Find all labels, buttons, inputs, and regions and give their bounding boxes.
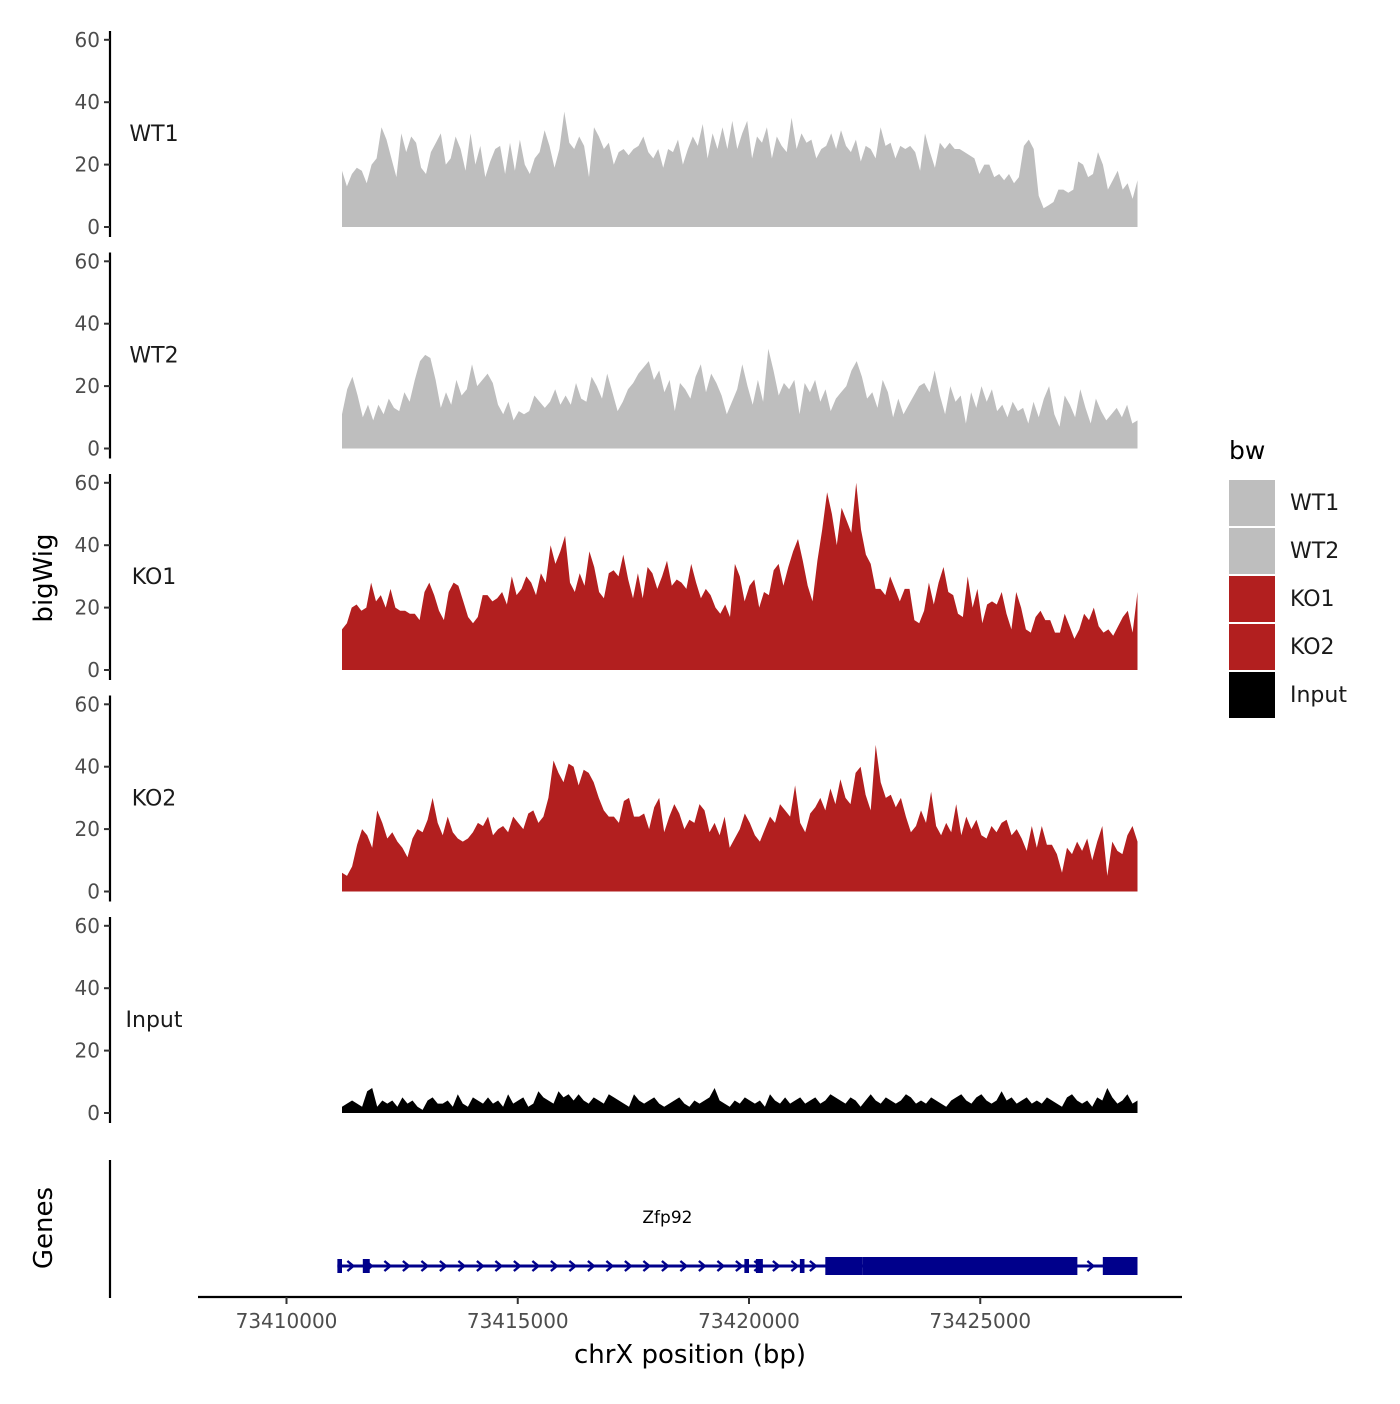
y-tick-label: 0 — [87, 437, 100, 461]
strand-arrow-icon — [346, 1260, 356, 1272]
y-tick-label: 40 — [75, 755, 100, 779]
y-tick-label: 20 — [75, 153, 100, 177]
genes-layer: Zfp92 — [108, 1160, 1138, 1298]
y-tick-label: 40 — [75, 533, 100, 557]
gene-exon — [362, 1259, 370, 1273]
y-tick-label: 40 — [75, 312, 100, 336]
x-axis-label: chrX position (bp) — [574, 1340, 806, 1370]
gene-exon — [825, 1257, 863, 1275]
x-tick-label: 73420000 — [698, 1309, 800, 1333]
track-wt2: 0 20 40 60 WT2 — [75, 249, 1138, 461]
gene-zfp92: Zfp92 — [337, 1208, 1138, 1275]
coverage-area-ko2 — [342, 744, 1138, 892]
strand-arrow-icon — [624, 1260, 633, 1272]
track-ko2: 0 20 40 60 KO2 — [75, 692, 1138, 904]
gene-exon — [1102, 1257, 1138, 1275]
gene-exon — [862, 1257, 1078, 1275]
legend-title: bw — [1229, 436, 1265, 465]
y-tick-label: 20 — [75, 596, 100, 620]
strand-arrow-icon — [476, 1260, 485, 1272]
legend-label: KO1 — [1290, 587, 1335, 612]
legend-label: KO2 — [1290, 635, 1335, 660]
gene-exon — [744, 1259, 749, 1273]
track-label: KO1 — [132, 565, 177, 590]
track-input: 0 20 40 60 Input — [75, 914, 1138, 1125]
legend-swatch — [1229, 576, 1275, 622]
y-tick-label: 40 — [75, 90, 100, 114]
coverage-area-wt2 — [342, 348, 1138, 449]
strand-arrow-icon — [550, 1260, 559, 1272]
legend-entry-wt2: WT2 — [1229, 528, 1339, 574]
y-tick-label: 20 — [75, 374, 100, 398]
strand-arrow-icon — [698, 1260, 707, 1272]
strand-arrow-icon — [772, 1260, 781, 1272]
coverage-area-ko1 — [342, 482, 1138, 670]
strand-arrow-icon — [531, 1260, 541, 1272]
legend-label: WT1 — [1290, 491, 1339, 516]
track-wt1: 0 20 40 60 WT1 — [75, 28, 1138, 239]
gene-name-label: Zfp92 — [642, 1208, 692, 1228]
legend-swatch — [1229, 480, 1275, 526]
legend-swatch — [1229, 624, 1275, 670]
y-tick-label: 60 — [75, 28, 100, 52]
strand-arrow-icon — [420, 1260, 430, 1272]
y-tick-label: 20 — [75, 817, 100, 841]
strand-arrow-icon — [735, 1260, 744, 1272]
strand-arrow-icon — [642, 1260, 652, 1272]
strand-arrow-icon — [661, 1260, 670, 1272]
strand-arrow-icon — [402, 1260, 411, 1272]
track-label: WT1 — [129, 122, 178, 147]
genes-track-label: Genes — [29, 1187, 59, 1269]
coverage-area-wt1 — [342, 111, 1138, 227]
legend-label: Input — [1290, 683, 1347, 708]
y-tick-label: 60 — [75, 471, 100, 495]
x-tick-label: 73415000 — [467, 1309, 569, 1333]
y-tick-label: 0 — [87, 658, 100, 682]
strand-arrow-icon — [457, 1260, 467, 1272]
strand-arrow-icon — [790, 1260, 800, 1272]
legend-entry-wt1: WT1 — [1229, 480, 1339, 526]
track-label: KO2 — [132, 787, 177, 812]
strand-arrow-icon — [809, 1260, 818, 1272]
strand-arrow-icon — [605, 1260, 615, 1272]
strand-arrow-icon — [679, 1260, 689, 1272]
y-tick-label: 0 — [87, 1101, 100, 1125]
track-label: Input — [126, 1008, 183, 1033]
strand-arrow-icon — [494, 1260, 504, 1272]
gene-exon — [755, 1259, 763, 1273]
legend-swatch — [1229, 528, 1275, 574]
y-tick-label: 40 — [75, 976, 100, 1000]
y-tick-label: 60 — [75, 692, 100, 716]
strand-arrow-icon — [383, 1260, 393, 1272]
strand-arrow-icon — [439, 1260, 448, 1272]
track-label: WT2 — [129, 344, 178, 369]
strand-arrow-icon — [716, 1260, 726, 1272]
gene-exon — [337, 1259, 342, 1273]
y-tick-label: 60 — [75, 914, 100, 938]
x-axis: 73410000 73415000 73420000 73425000 — [198, 1295, 1182, 1333]
x-tick-label: 73410000 — [236, 1309, 338, 1333]
track-ko1: 0 20 40 60 KO1 — [75, 471, 1138, 682]
gene-exon — [799, 1259, 805, 1273]
x-tick-label: 73425000 — [929, 1309, 1031, 1333]
coverage-area-input — [342, 1088, 1138, 1113]
y-axis-label: bigWig — [29, 533, 59, 622]
legend-entry-input: Input — [1229, 672, 1347, 718]
y-tick-label: 0 — [87, 215, 100, 239]
legend: bw WT1 WT2 KO1 KO2 Input — [1229, 436, 1347, 718]
tracks-layer: 0 20 40 60 WT1 0 20 40 60 WT2 0 20 40 60 KO1 0 20 40 60 KO2… — [75, 28, 1138, 1125]
strand-arrow-icon — [568, 1260, 578, 1272]
strand-arrow-icon — [587, 1260, 596, 1272]
strand-arrow-icon — [1086, 1260, 1096, 1272]
legend-entry-ko1: KO1 — [1229, 576, 1335, 622]
strand-arrow-icon — [513, 1260, 522, 1272]
legend-swatch — [1229, 672, 1275, 718]
legend-entry-ko2: KO2 — [1229, 624, 1335, 670]
legend-label: WT2 — [1290, 539, 1339, 564]
y-tick-label: 20 — [75, 1039, 100, 1063]
y-tick-label: 0 — [87, 880, 100, 904]
y-tick-label: 60 — [75, 249, 100, 273]
